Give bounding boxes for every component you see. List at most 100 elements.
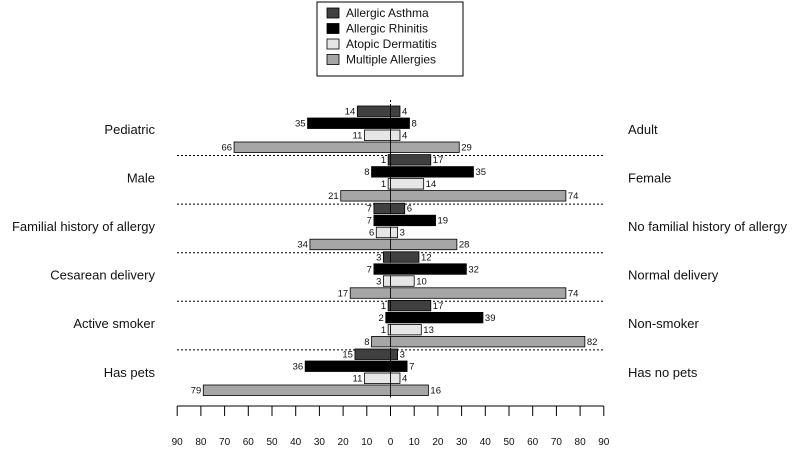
bar-right-allergic-asthma <box>390 348 399 360</box>
right-label-non-smoker: Non-smoker <box>628 316 699 331</box>
group-familial-history-of-allergy: Familial history of allergy No familial h… <box>12 202 787 254</box>
value-right-allergic-asthma: 6 <box>407 204 412 215</box>
bar-left-allergic-asthma <box>354 348 391 360</box>
legend-box <box>316 1 464 77</box>
value-left-allergic-asthma: 14 <box>345 107 356 118</box>
x-axis: 90 80 70 60 50 40 30 20 10 0 10 20 30 40 50 60 70 80 90 <box>172 405 610 448</box>
value-left-multiple-allergies: 21 <box>328 191 339 202</box>
value-right-allergic-rhinitis: 39 <box>485 313 496 324</box>
x-tick-label: 50 <box>503 437 515 448</box>
bar-right-allergic-asthma <box>390 154 432 166</box>
legend-label-allergic-rhinitis: Allergic Rhinitis <box>346 22 428 36</box>
value-right-multiple-allergies: 29 <box>461 143 472 154</box>
bar-right-allergic-rhinitis <box>390 311 484 324</box>
x-tick-label: 70 <box>551 437 563 448</box>
value-left-atopic-dermatitis: 11 <box>353 374 363 385</box>
x-tick-label: 70 <box>219 437 231 448</box>
value-left-allergic-asthma: 1 <box>381 155 386 166</box>
value-left-allergic-rhinitis: 8 <box>364 167 369 178</box>
bar-left-multiple-allergies <box>202 384 391 396</box>
value-right-atopic-dermatitis: 13 <box>423 325 434 336</box>
x-tick-label: 60 <box>243 437 255 448</box>
value-right-atopic-dermatitis: 14 <box>426 179 437 190</box>
x-tick-label: 10 <box>361 437 373 448</box>
bar-right-atopic-dermatitis <box>390 226 399 239</box>
value-right-atopic-dermatitis: 10 <box>416 276 427 287</box>
group-cesarean-delivery: Cesarean delivery Normal delivery 3 12 7 32 3 1… <box>50 251 719 302</box>
legend-swatch-multiple-allergies <box>326 54 340 65</box>
bar-right-multiple-allergies <box>390 335 586 348</box>
x-tick-label: 80 <box>575 437 587 448</box>
x-tick-label: 50 <box>266 437 278 448</box>
bar-left-atopic-dermatitis <box>364 372 391 384</box>
bar-left-multiple-allergies <box>309 238 391 251</box>
bar-left-atopic-dermatitis <box>382 275 391 287</box>
value-right-allergic-rhinitis: 32 <box>468 264 479 275</box>
group-has-pets: Has pets Has no pets 15 3 36 7 11 4 79 16 <box>104 348 698 397</box>
bar-right-allergic-asthma <box>390 105 401 117</box>
value-left-multiple-allergies: 34 <box>297 240 308 251</box>
value-right-allergic-asthma: 17 <box>433 155 444 166</box>
bar-right-allergic-asthma <box>390 299 432 312</box>
value-right-allergic-asthma: 4 <box>402 107 407 118</box>
value-right-multiple-allergies: 16 <box>430 386 441 397</box>
bar-left-multiple-allergies <box>340 190 391 202</box>
legend-swatch-allergic-rhinitis <box>326 23 340 34</box>
bar-right-atopic-dermatitis <box>390 323 422 336</box>
left-label-has-pets: Has pets <box>104 365 156 380</box>
bar-left-allergic-asthma <box>382 251 391 263</box>
right-label-has-no-pets: Has no pets <box>628 365 698 380</box>
value-right-atopic-dermatitis: 3 <box>400 228 405 239</box>
value-right-atopic-dermatitis: 4 <box>402 131 407 142</box>
value-left-allergic-rhinitis: 35 <box>295 119 306 130</box>
bar-right-atopic-dermatitis <box>390 372 401 384</box>
value-left-allergic-asthma: 7 <box>367 204 372 215</box>
x-tick-label: 60 <box>527 437 539 448</box>
bar-right-allergic-rhinitis <box>390 263 467 275</box>
legend-swatch-allergic-asthma <box>326 7 340 19</box>
bar-right-multiple-allergies <box>390 141 460 153</box>
left-label-male: Male <box>127 170 155 185</box>
value-right-atopic-dermatitis: 4 <box>402 374 407 385</box>
value-right-allergic-rhinitis: 19 <box>438 216 449 227</box>
value-right-multiple-allergies: 82 <box>587 337 598 348</box>
x-tick-label: 20 <box>432 437 444 448</box>
bar-right-allergic-rhinitis <box>390 214 436 227</box>
bar-left-allergic-asthma <box>373 202 391 215</box>
bar-left-allergic-rhinitis <box>385 311 391 324</box>
bar-right-multiple-allergies <box>390 238 458 251</box>
right-label-no-familial-history-of-allergy: No familial history of allergy <box>628 219 787 234</box>
bar-left-multiple-allergies <box>233 141 391 153</box>
bar-right-multiple-allergies <box>390 190 567 202</box>
bar-right-allergic-asthma <box>390 202 406 215</box>
x-tick-label: 40 <box>290 437 302 448</box>
value-left-allergic-rhinitis: 2 <box>378 313 383 324</box>
bar-right-allergic-rhinitis <box>390 166 474 178</box>
group-male: Male Female 1 17 8 35 1 14 21 74 <box>127 154 671 205</box>
value-left-atopic-dermatitis: 11 <box>353 131 363 142</box>
value-left-multiple-allergies: 79 <box>191 386 202 397</box>
bar-right-allergic-asthma <box>390 251 420 263</box>
bar-left-allergic-asthma <box>356 105 391 117</box>
group-active-smoker: Active smoker Non-smoker 1 17 2 39 1 13 8 82 <box>73 299 699 351</box>
value-right-allergic-asthma: 17 <box>433 301 444 312</box>
x-tick-label: 0 <box>388 437 394 448</box>
right-label-female: Female <box>628 170 671 185</box>
x-tick-label: 90 <box>598 437 610 448</box>
bar-right-multiple-allergies <box>390 287 567 299</box>
x-tick-label: 40 <box>480 437 492 448</box>
bar-left-allergic-rhinitis <box>373 263 391 275</box>
legend-label-multiple-allergies: Multiple Allergies <box>346 53 436 67</box>
bar-left-allergic-rhinitis <box>373 214 391 227</box>
bar-right-allergic-rhinitis <box>390 360 408 372</box>
legend-swatch-atopic-dermatitis <box>326 38 340 50</box>
value-right-allergic-rhinitis: 7 <box>409 362 414 373</box>
bar-left-allergic-rhinitis <box>307 117 391 129</box>
value-right-allergic-rhinitis: 35 <box>475 167 486 178</box>
left-label-pediatric: Pediatric <box>104 122 155 137</box>
left-label-cesarean-delivery: Cesarean delivery <box>50 268 155 283</box>
value-left-allergic-asthma: 3 <box>376 252 381 263</box>
value-left-multiple-allergies: 17 <box>338 288 349 299</box>
